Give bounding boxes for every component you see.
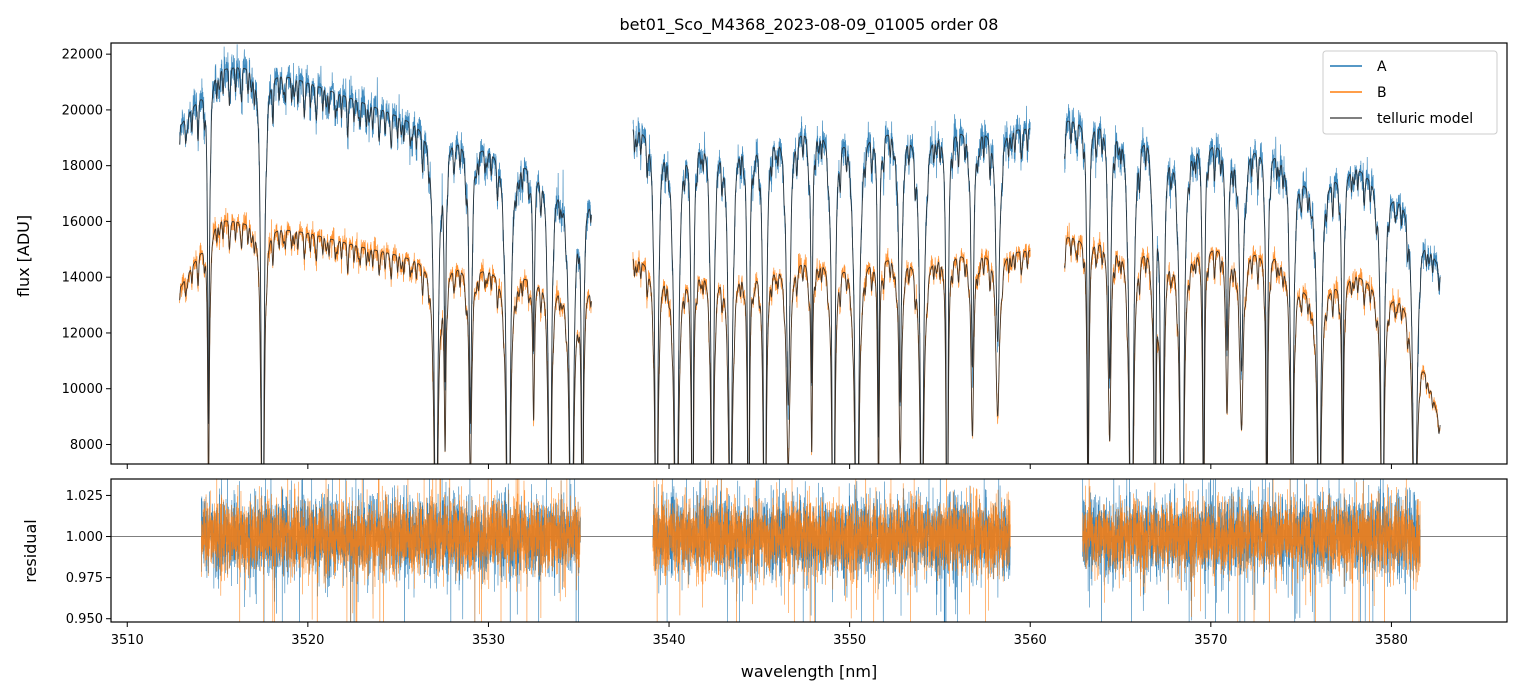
residual-b-segment-1: [201, 479, 581, 622]
legend-label-a: A: [1377, 59, 1387, 75]
flux-y-ticks: 8000 10000 12000 14000 16000 18000 20000 22000: [62, 48, 111, 453]
x-tick-label: 3540: [652, 633, 685, 648]
x-tick-label: 3560: [1014, 633, 1047, 648]
flux-y-tick-label: 8000: [70, 438, 103, 453]
residual-y-tick-label: 0.950: [66, 612, 103, 627]
x-tick-label: 3520: [291, 633, 324, 648]
residual-b-segment-2: [652, 479, 1011, 622]
x-tick-label: 3510: [111, 633, 144, 648]
series-a-line-segment-1: [179, 44, 592, 464]
telluric-model-b-segment-1: [179, 220, 592, 464]
residual-y-axis-label: residual: [21, 519, 40, 582]
residual-y-tick-label: 0.975: [66, 571, 103, 586]
flux-y-tick-label: 10000: [62, 382, 103, 397]
x-tick-label: 3580: [1375, 633, 1408, 648]
x-tick-label: 3570: [1194, 633, 1227, 648]
residual-b-segment-3: [1082, 479, 1421, 622]
residual-y-tick-label: 1.025: [66, 489, 103, 504]
residual-y-tick-label: 1.000: [66, 530, 103, 545]
telluric-model-a-segment-1: [179, 67, 592, 464]
flux-axes-frame: [110, 42, 1508, 465]
flux-panel: 800010000120001400016000180002000022000 …: [14, 42, 1508, 469]
flux-x-ticks: [126, 464, 1392, 469]
legend-label-b: B: [1377, 85, 1387, 101]
flux-y-tick-label: 22000: [62, 48, 103, 63]
residual-y-ticks: 0.950 0.975 1.000 1.025: [66, 489, 111, 627]
x-tick-label: 3530: [472, 633, 505, 648]
residual-x-ticks: 3510 3520 3530 3540 3550 3560 3570 3580: [111, 622, 1408, 648]
flux-y-tick-label: 16000: [62, 215, 103, 230]
chart-title: bet01_Sco_M4368_2023-08-09_01005 order 0…: [620, 15, 999, 35]
telluric-model-b-segment-3: [1064, 237, 1441, 464]
flux-y-tick-label: 14000: [62, 271, 103, 286]
residual-plot-area: [111, 479, 1507, 622]
flux-y-tick-label: 12000: [62, 326, 103, 341]
flux-y-tick-label: 18000: [62, 159, 103, 174]
legend: A B telluric model: [1322, 50, 1498, 135]
telluric-model-a-segment-3: [1064, 120, 1441, 464]
x-tick-label: 3550: [833, 633, 866, 648]
telluric-model-b-segment-2: [632, 250, 1031, 464]
x-axis-label: wavelength [nm]: [741, 662, 878, 681]
legend-label-telluric-model: telluric model: [1377, 111, 1473, 127]
legend-frame: [1322, 50, 1498, 135]
series-b-line-segment-1: [179, 207, 592, 464]
residual-panel: 0.950 0.975 1.000 1.025 3510 3520 3530 3540 355…: [21, 478, 1508, 681]
telluric-model-a-segment-2: [632, 128, 1031, 464]
residual-axes-frame: [110, 478, 1508, 623]
flux-y-tick-label: 20000: [62, 103, 103, 118]
flux-y-axis-label: flux [ADU]: [14, 215, 33, 297]
flux-plot-area: [179, 44, 1441, 464]
